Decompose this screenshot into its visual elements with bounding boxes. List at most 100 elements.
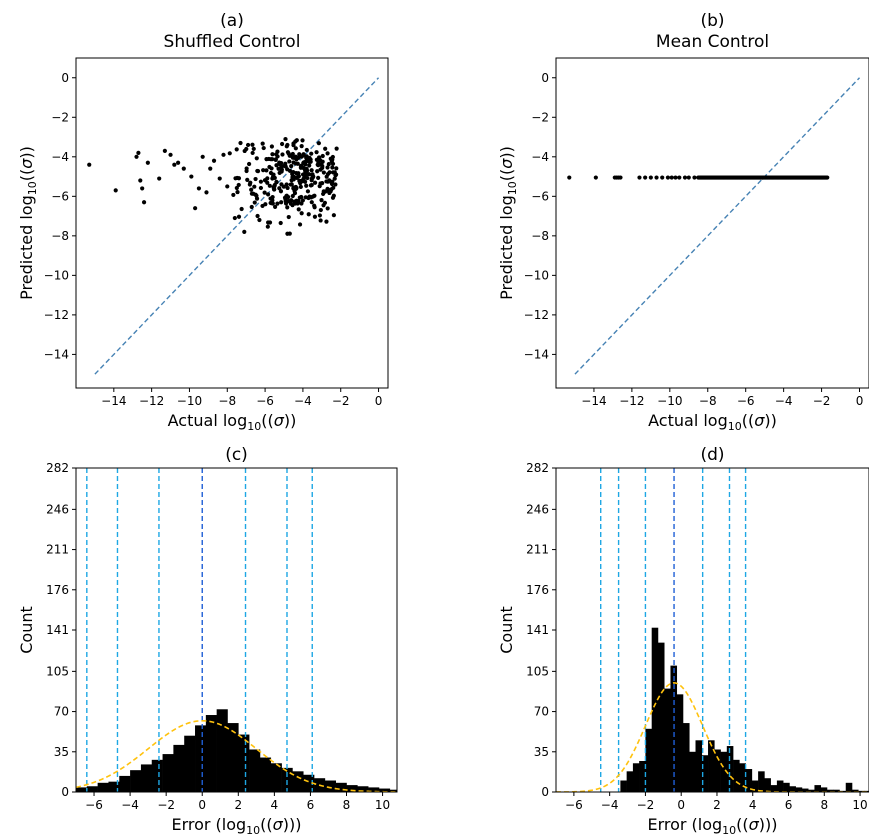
histogram-bar xyxy=(130,770,142,792)
data-point xyxy=(303,168,308,173)
data-point xyxy=(648,175,653,180)
data-point xyxy=(261,168,266,173)
histogram-bar xyxy=(758,771,765,792)
histogram-bar xyxy=(216,709,228,792)
data-point xyxy=(138,178,143,183)
data-point xyxy=(293,139,298,144)
data-point xyxy=(289,198,294,203)
data-point xyxy=(162,148,167,153)
panel-a: (a)Shuffled Control −14 −12 −10 −8 −6 −4 −2 0 0 −2… xyxy=(17,11,389,433)
y-tick-label: 176 xyxy=(526,583,549,597)
x-tick-label: −6 xyxy=(85,798,103,812)
histogram-bar xyxy=(695,740,703,792)
data-point xyxy=(204,190,209,195)
data-point xyxy=(677,175,682,180)
x-axis-label: Actual log10((σ)) xyxy=(168,411,297,433)
data-point xyxy=(318,218,323,223)
data-point xyxy=(275,201,280,206)
data-point xyxy=(247,161,252,167)
data-point xyxy=(265,224,270,229)
data-point xyxy=(665,175,671,180)
y-tick-label: −12 xyxy=(524,308,549,322)
y-axis-label: Predicted log10((σ)) xyxy=(17,146,39,300)
histogram-bar xyxy=(745,769,753,792)
histogram-bar xyxy=(651,627,659,792)
data-point xyxy=(278,220,283,226)
data-point xyxy=(249,187,254,192)
x-tick-label: 8 xyxy=(820,798,828,812)
data-point xyxy=(176,160,181,165)
histogram-bar xyxy=(292,771,304,792)
data-point xyxy=(245,177,250,183)
x-tick-label: 8 xyxy=(343,798,351,812)
data-point xyxy=(326,162,331,167)
x-tick-label: 4 xyxy=(749,798,757,812)
histogram-bar xyxy=(764,778,771,792)
x-tick-label: −4 xyxy=(121,798,139,812)
histogram-bar xyxy=(86,786,98,792)
data-point xyxy=(322,200,328,206)
data-point xyxy=(300,172,306,177)
y-tick-label: 70 xyxy=(534,705,549,719)
data-point xyxy=(304,155,309,161)
data-point xyxy=(333,182,338,187)
x-tick-label: −2 xyxy=(637,798,655,812)
data-point xyxy=(244,166,249,171)
panel-label: (a) xyxy=(220,11,244,31)
data-point xyxy=(255,168,261,174)
chart-title: Mean Control xyxy=(656,32,769,52)
data-point xyxy=(290,193,295,199)
x-tick-label: 2 xyxy=(713,798,721,812)
data-point xyxy=(272,184,277,189)
data-point xyxy=(279,163,284,168)
data-point xyxy=(284,193,289,198)
data-point xyxy=(331,213,336,218)
data-point xyxy=(249,204,254,210)
data-point xyxy=(261,145,266,151)
y-tick-label: −2 xyxy=(51,110,69,124)
y-tick-label: −12 xyxy=(44,308,69,322)
data-point xyxy=(299,211,304,216)
data-point xyxy=(267,164,272,170)
y-tick-label: −14 xyxy=(524,347,549,361)
x-tick-label: 0 xyxy=(856,394,864,408)
histogram-bar xyxy=(140,764,153,792)
y-tick-label: −6 xyxy=(51,189,69,203)
plot-area xyxy=(556,468,869,792)
data-point xyxy=(618,175,623,180)
axes-frame xyxy=(75,57,389,389)
histogram-bar xyxy=(324,780,336,792)
histogram-bar xyxy=(708,740,715,792)
data-point xyxy=(269,144,275,149)
panel-b: (b)Mean Control −14 −12 −10 −8 −6 −4 −2 0 0 −2 −4 −6… xyxy=(497,11,869,433)
data-point xyxy=(258,179,264,184)
data-point xyxy=(221,152,226,157)
data-point xyxy=(279,167,284,172)
histogram-bar xyxy=(814,785,822,792)
data-point xyxy=(312,180,318,185)
data-point xyxy=(233,176,238,181)
y-tick-label: 211 xyxy=(46,543,69,557)
data-point xyxy=(301,152,306,157)
data-point xyxy=(315,169,320,174)
histogram-bar xyxy=(858,790,865,792)
data-point xyxy=(306,195,311,201)
histogram-bar xyxy=(205,715,217,792)
data-point xyxy=(303,159,308,164)
axes-frame xyxy=(555,57,869,389)
data-point xyxy=(234,185,239,191)
x-tick-label: 6 xyxy=(785,798,793,812)
data-point xyxy=(289,182,294,187)
data-point xyxy=(285,231,290,236)
histogram-bar xyxy=(151,759,163,792)
data-point xyxy=(324,174,329,179)
x-tick-label: −2 xyxy=(813,394,831,408)
x-tick-label: −6 xyxy=(565,798,583,812)
data-point xyxy=(254,196,260,201)
data-point xyxy=(686,175,691,180)
data-point xyxy=(274,179,279,184)
data-point xyxy=(321,170,326,175)
chart-title: Shuffled Control xyxy=(164,32,301,52)
histogram-bar xyxy=(259,757,272,792)
data-point xyxy=(217,176,222,181)
